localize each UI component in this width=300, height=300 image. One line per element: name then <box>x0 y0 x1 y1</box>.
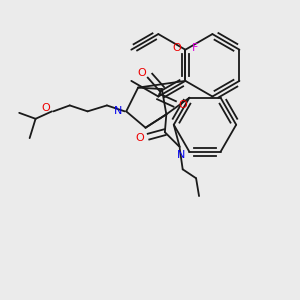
Text: O: O <box>178 100 188 110</box>
Text: N: N <box>177 150 185 161</box>
Text: F: F <box>192 43 198 53</box>
Text: O: O <box>136 133 145 143</box>
Text: O: O <box>42 103 50 113</box>
Text: O: O <box>173 43 182 53</box>
Text: O: O <box>137 68 146 78</box>
Text: N: N <box>114 106 122 116</box>
